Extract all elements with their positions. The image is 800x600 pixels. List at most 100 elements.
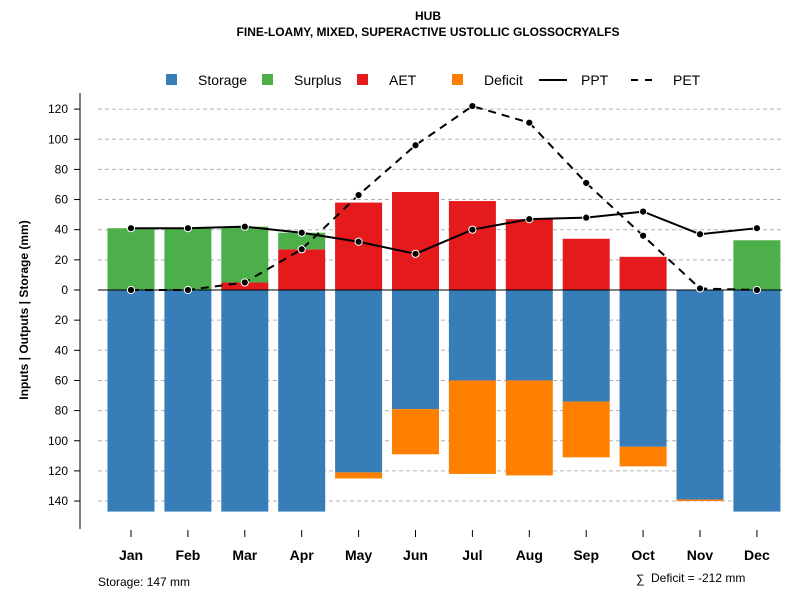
ppt-point xyxy=(297,228,306,237)
deficit-bar xyxy=(335,472,383,479)
storage-bar xyxy=(676,290,724,500)
chart-legend: Storage Surplus AET Deficit PPT PET xyxy=(166,72,701,88)
pet-point xyxy=(354,190,363,200)
y-tick-label: 40 xyxy=(55,223,69,237)
y-tick-label: 20 xyxy=(55,313,69,327)
pet-point xyxy=(525,118,534,127)
x-tick-label: Apr xyxy=(290,547,315,563)
y-tick-label: 20 xyxy=(55,253,69,267)
x-tick-label: Feb xyxy=(175,547,200,563)
ppt-point xyxy=(695,230,705,239)
aet-bar xyxy=(619,256,667,290)
deficit-bar xyxy=(676,499,724,502)
storage-bar xyxy=(505,290,553,381)
legend-swatch-aet xyxy=(357,74,368,85)
pet-point xyxy=(582,178,591,188)
pet-line xyxy=(131,104,757,291)
storage-footer: Storage: 147 mm xyxy=(98,575,190,589)
ppt-point xyxy=(752,224,762,233)
storage-bar xyxy=(107,290,155,512)
ppt-point xyxy=(183,224,192,233)
x-tick-label: Jan xyxy=(119,547,143,563)
aet-bar xyxy=(278,249,326,290)
storage-bar xyxy=(278,290,326,512)
legend-swatch-storage xyxy=(166,74,177,85)
y-axis-title: Inputs | Outputs | Storage (mm) xyxy=(17,220,31,399)
legend-label-aet: AET xyxy=(389,72,417,88)
y-tick-label: 40 xyxy=(55,343,69,357)
ppt-point xyxy=(354,237,363,246)
y-tick-label: 60 xyxy=(55,193,69,207)
x-tick-label: May xyxy=(345,547,372,563)
ppt-point xyxy=(468,225,477,234)
lines-group xyxy=(126,101,762,295)
ppt-line xyxy=(131,210,758,255)
deficit-bar xyxy=(448,380,496,474)
storage-bar xyxy=(392,290,439,410)
ppt-point xyxy=(126,224,136,233)
legend-label-surplus: Surplus xyxy=(294,72,341,88)
legend-label-ppt: PPT xyxy=(581,72,609,88)
pet-point xyxy=(468,101,477,111)
pet-point xyxy=(639,231,648,240)
storage-bar xyxy=(619,290,667,447)
aet-bar xyxy=(335,202,383,290)
surplus-bar xyxy=(107,228,155,290)
legend-swatch-surplus xyxy=(262,74,273,85)
y-tick-label: 100 xyxy=(48,132,68,146)
legend-label-pet: PET xyxy=(673,72,701,88)
chart-title: HUB xyxy=(415,9,441,23)
deficit-footer: Deficit = -212 mm xyxy=(651,571,745,585)
storage-bar xyxy=(733,290,781,512)
storage-bar xyxy=(448,290,496,381)
y-tick-label: 60 xyxy=(55,373,69,387)
x-tick-label: Dec xyxy=(744,547,770,563)
y-tick-label: 80 xyxy=(55,162,69,176)
sum-symbol: ∑ xyxy=(636,572,645,586)
ppt-point xyxy=(411,249,420,258)
storage-bar xyxy=(562,290,610,402)
storage-bar xyxy=(164,290,212,512)
pet-point xyxy=(240,278,249,287)
gridlines xyxy=(98,108,782,502)
surplus-bar xyxy=(733,240,781,290)
x-tick-label: Mar xyxy=(232,547,257,563)
deficit-bar xyxy=(392,409,439,455)
y-tick-label: 0 xyxy=(61,283,68,297)
y-tick-label: 80 xyxy=(55,404,69,418)
x-tick-label: Sep xyxy=(573,547,599,563)
y-axis: 120 100 80 60 40 20 0 20 40 60 80 100 120 140 xyxy=(48,93,81,529)
pet-point xyxy=(411,141,420,150)
pet-point xyxy=(183,285,192,295)
pet-point xyxy=(126,285,136,295)
pet-point xyxy=(752,285,762,295)
ppt-point xyxy=(639,207,648,216)
x-axis: Jan Feb Mar Apr May Jun Jul Aug Sep Oct Nov Dec xyxy=(119,530,770,563)
surplus-bar xyxy=(221,226,269,283)
y-tick-label: 120 xyxy=(48,464,68,478)
surplus-bar xyxy=(164,228,212,290)
aet-bar xyxy=(448,201,496,290)
x-tick-label: Jun xyxy=(403,547,428,563)
deficit-bar xyxy=(505,380,553,476)
storage-bar xyxy=(335,290,383,473)
x-tick-label: Aug xyxy=(516,547,543,563)
ppt-point xyxy=(240,222,249,231)
y-tick-label: 140 xyxy=(48,494,68,508)
aet-bar xyxy=(562,238,610,290)
chart-subtitle: FINE-LOAMY, MIXED, SUPERACTIVE USTOLLIC … xyxy=(237,25,620,39)
bars-group xyxy=(107,192,781,512)
pet-point xyxy=(297,245,306,254)
storage-bar xyxy=(221,290,269,512)
pet-point xyxy=(695,284,705,293)
legend-swatch-deficit xyxy=(452,74,463,85)
x-tick-label: Oct xyxy=(631,547,655,563)
legend-label-storage: Storage xyxy=(198,72,247,88)
aet-bar xyxy=(505,219,553,290)
ppt-point xyxy=(525,215,534,224)
y-tick-label: 120 xyxy=(48,102,68,116)
deficit-bar xyxy=(562,401,610,458)
aet-bar xyxy=(392,192,439,290)
x-tick-label: Nov xyxy=(687,547,714,563)
